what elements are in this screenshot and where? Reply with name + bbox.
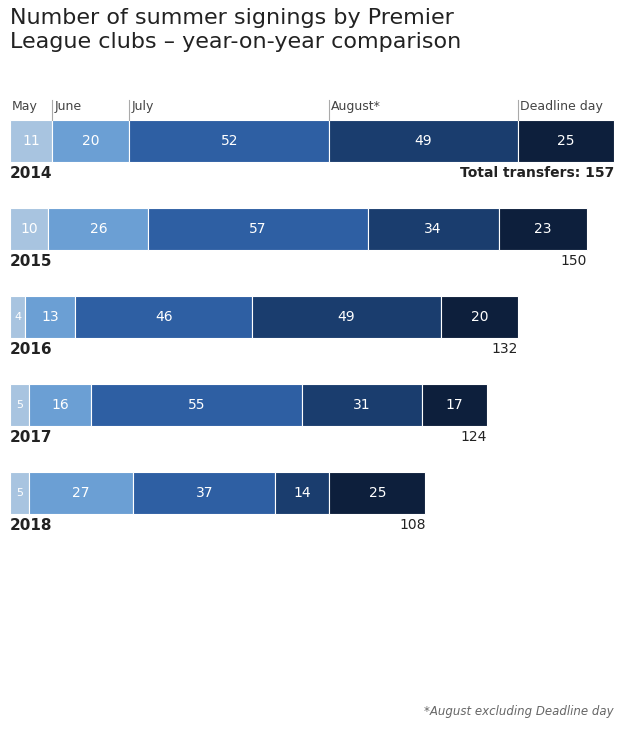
Text: 52: 52 [220,134,238,148]
Bar [133,472,275,514]
Text: 14: 14 [293,486,311,500]
Text: May: May [12,100,38,113]
Text: 46: 46 [155,310,173,324]
Text: 26: 26 [90,222,107,236]
Bar [10,120,52,162]
Text: Deadline day: Deadline day [520,100,603,113]
Bar [10,208,49,250]
Text: 124: 124 [461,430,487,444]
Text: 49: 49 [415,134,432,148]
Text: July: July [131,100,154,113]
Bar [422,384,487,426]
Bar [10,296,26,338]
Text: 5: 5 [16,400,23,410]
Text: 49: 49 [338,310,356,324]
Bar [90,384,303,426]
Text: 13: 13 [42,310,59,324]
Bar [52,120,129,162]
Bar [149,208,368,250]
Bar [518,120,614,162]
Bar [49,208,149,250]
Text: 37: 37 [195,486,213,500]
Text: 20: 20 [470,310,488,324]
Bar [10,384,29,426]
Text: 108: 108 [399,518,426,532]
Text: Total transfers: 157: Total transfers: 157 [460,166,614,180]
Text: 25: 25 [557,134,575,148]
Bar [368,208,499,250]
Text: June: June [54,100,82,113]
Text: 5: 5 [16,488,23,498]
Bar [499,208,587,250]
Text: 20: 20 [82,134,100,148]
Text: 150: 150 [561,254,587,268]
Text: 2015: 2015 [10,254,52,269]
Text: Number of summer signings by Premier
League clubs – year-on-year comparison: Number of summer signings by Premier Lea… [10,8,461,52]
Bar [275,472,329,514]
Bar [329,120,518,162]
Text: *August excluding Deadline day: *August excluding Deadline day [424,705,614,718]
Text: August*: August* [331,100,381,113]
Bar [129,120,329,162]
Text: 27: 27 [72,486,90,500]
Text: 25: 25 [369,486,386,500]
Bar [329,472,426,514]
Text: 17: 17 [446,398,463,412]
Bar [441,296,518,338]
Text: 16: 16 [51,398,69,412]
Text: 2017: 2017 [10,430,52,445]
Text: 2016: 2016 [10,342,52,357]
Text: 2018: 2018 [10,518,52,533]
Bar [76,296,252,338]
Text: 55: 55 [188,398,205,412]
Text: 2014: 2014 [10,166,52,181]
Text: 57: 57 [250,222,267,236]
Bar [252,296,441,338]
Text: 132: 132 [492,342,518,356]
Bar [29,472,133,514]
Text: 34: 34 [424,222,442,236]
Text: 4: 4 [14,312,21,322]
Bar [10,472,29,514]
Text: 10: 10 [21,222,38,236]
Text: 11: 11 [22,134,40,148]
Bar [29,384,90,426]
Bar [303,384,422,426]
Text: 23: 23 [534,222,552,236]
Text: 31: 31 [353,398,371,412]
Bar [26,296,76,338]
